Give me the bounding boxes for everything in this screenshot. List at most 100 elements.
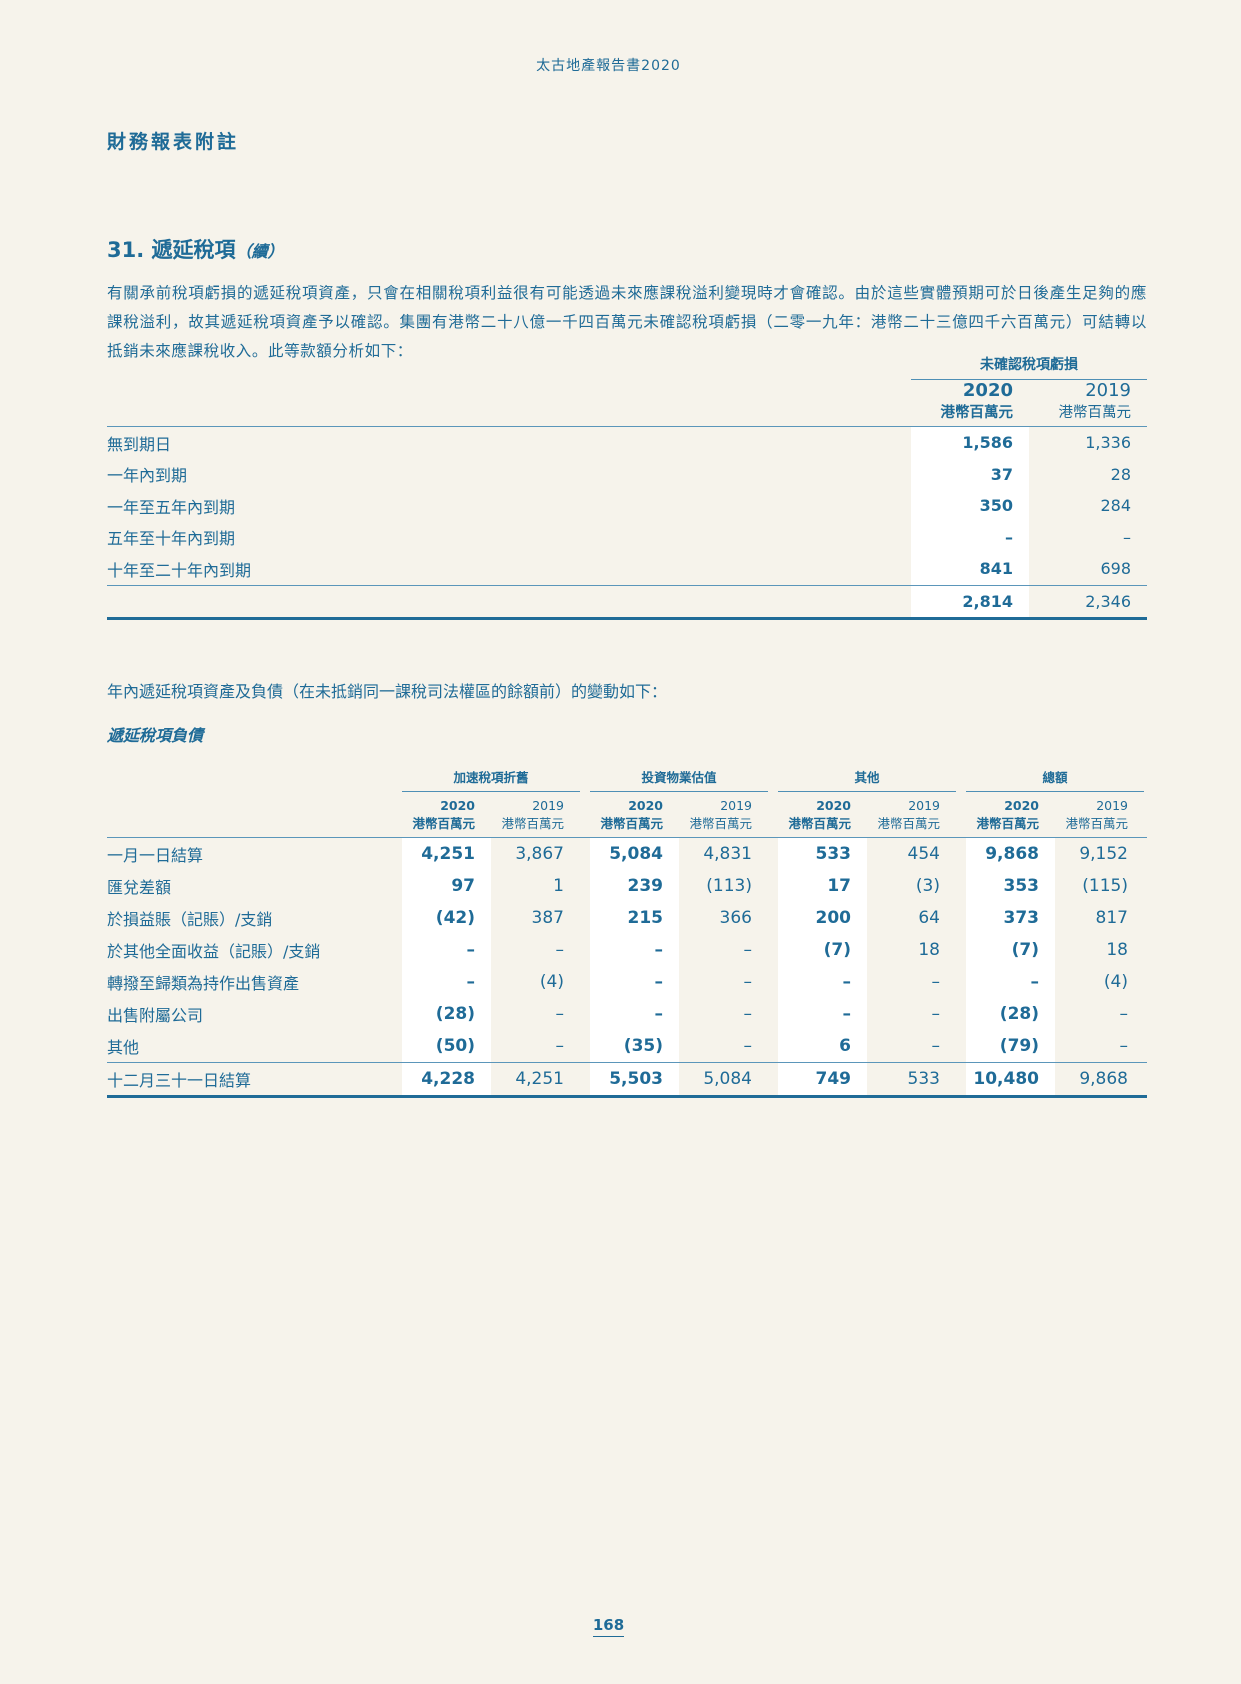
unrecognised-tax-losses-table: 未確認稅項虧損 2020 港幣百萬元 2019 港幣百萬元 無到期日 1,586 1,3… [107, 357, 1147, 620]
table1-header-2019: 2019 港幣百萬元 [1058, 380, 1132, 421]
value-cell: 366 [719, 908, 752, 928]
value-2020: 841 [911, 553, 1029, 585]
movement-intro: 年內遞延稅項資產及負債（在未抵銷同一課稅司法權區的餘額前）的變動如下： [107, 682, 668, 701]
year-header: 2019 港幣百萬元 [867, 797, 956, 833]
value-cell: 18 [918, 940, 940, 960]
row-label: 於其他全面收益（記賬）/支銷 [107, 942, 321, 961]
divider [107, 837, 1147, 838]
value-cell: 5,503 [590, 1063, 679, 1095]
value-2020: 350 [911, 490, 1029, 522]
page-number: 168 [0, 1616, 1217, 1637]
table-row: 十年至二十年內到期 841 698 [107, 553, 1147, 585]
value-cell: 97 [402, 870, 491, 902]
row-label: 一年至五年內到期 [107, 497, 236, 517]
value-cell: 533 [907, 1069, 940, 1089]
year: 2019 [532, 798, 564, 813]
unit: 港幣百萬元 [689, 816, 752, 831]
value-cell: 533 [778, 838, 867, 870]
value-cell: – [402, 966, 491, 998]
year: 2020 [816, 798, 851, 813]
table-row: 轉撥至歸類為持作出售資產 – (4) – – – – – (4) [107, 966, 1147, 998]
value-cell: – [778, 998, 867, 1030]
year: 2019 [908, 798, 940, 813]
row-label: 匯兌差額 [107, 878, 172, 897]
liabilities-title: 遞延稅項負債 [107, 726, 204, 745]
value-cell: – [555, 940, 565, 960]
value-cell: – [590, 966, 679, 998]
year-header: 2019 港幣百萬元 [491, 797, 580, 833]
value-cell: – [743, 972, 753, 992]
unit: 港幣百萬元 [412, 816, 475, 831]
unit: 港幣百萬元 [788, 816, 851, 831]
section-heading: 財務報表附註 [107, 131, 240, 153]
value-cell: – [931, 1036, 941, 1056]
value-cell: – [1119, 1004, 1129, 1024]
value-cell: 9,868 [966, 838, 1055, 870]
value-cell: – [966, 966, 1055, 998]
note-title-continued: （續） [235, 242, 284, 261]
running-head: 太古地產報告書2020 [536, 58, 681, 74]
value-cell: 353 [966, 870, 1055, 902]
total-row: 十二月三十一日結算 4,228 4,251 5,503 5,084 749 533 10,48… [107, 1063, 1147, 1095]
value-cell: – [590, 998, 679, 1030]
total-2020: 2,814 [911, 585, 1029, 617]
divider [107, 617, 1147, 620]
value-cell: (3) [915, 876, 940, 896]
unit: 港幣百萬元 [600, 816, 663, 831]
year: 2020 [440, 798, 475, 813]
value-cell: (115) [1082, 876, 1128, 896]
value-cell: (4) [1103, 972, 1128, 992]
value-cell: 239 [590, 870, 679, 902]
row-label: 於損益賬（記賬）/支銷 [107, 910, 273, 929]
value-cell: 373 [966, 902, 1055, 934]
group-header: 投資物業估值 [590, 767, 768, 792]
year: 2020 [1004, 798, 1039, 813]
value-cell: (50) [402, 1030, 491, 1062]
row-label: 一月一日結算 [107, 846, 204, 865]
row-label: 十二月三十一日結算 [107, 1071, 252, 1090]
value-cell: 3,867 [515, 844, 564, 864]
unit: 港幣百萬元 [501, 816, 564, 831]
value-cell: – [931, 1004, 941, 1024]
value-2019: 284 [1100, 496, 1131, 516]
table1-group-header: 未確認稅項虧損 [911, 354, 1147, 380]
year-header: 2020 港幣百萬元 [590, 797, 679, 833]
year-header: 2019 港幣百萬元 [679, 797, 768, 833]
year: 2020 [628, 798, 663, 813]
value-cell: 4,251 [515, 1069, 564, 1089]
value-cell: (7) [778, 934, 867, 966]
value-cell: 9,152 [1079, 844, 1128, 864]
value-cell: 5,084 [590, 838, 679, 870]
value-cell: 4,228 [402, 1063, 491, 1095]
value-cell: 4,831 [703, 844, 752, 864]
group-header: 加速稅項折舊 [402, 767, 580, 792]
value-cell: (113) [706, 876, 752, 896]
value-2019: 28 [1110, 464, 1131, 484]
value-2019: 698 [1100, 559, 1131, 579]
value-cell: (42) [402, 902, 491, 934]
table-row: 一月一日結算 4,251 3,867 5,084 4,831 533 454 9,868 9,1… [107, 838, 1147, 870]
value-cell: 5,084 [703, 1069, 752, 1089]
row-label: 十年至二十年內到期 [107, 560, 252, 580]
year-header: 2019 港幣百萬元 [1055, 797, 1144, 833]
value-cell: – [555, 1036, 565, 1056]
value-2019: – [1123, 527, 1131, 547]
year-header: 2020 港幣百萬元 [966, 797, 1055, 833]
value-cell: (7) [966, 934, 1055, 966]
total-row: 2,814 2,346 [107, 585, 1147, 617]
value-2020: – [911, 521, 1029, 553]
row-label: 五年至十年內到期 [107, 529, 236, 549]
row-label: 轉撥至歸類為持作出售資產 [107, 974, 300, 993]
table-row: 出售附屬公司 (28) – – – – – (28) – [107, 998, 1147, 1030]
divider [107, 426, 1147, 427]
group-header: 其他 [778, 767, 956, 792]
value-cell: – [402, 934, 491, 966]
divider [107, 1062, 1147, 1063]
note-paragraph: 有關承前稅項虧損的遞延稅項資產，只會在相關稅項利益很有可能透過未來應課稅溢利變現… [107, 284, 1147, 360]
value-cell: 387 [531, 908, 564, 928]
table-row: 五年至十年內到期 – – [107, 521, 1147, 553]
note-title-text: 31. 遞延稅項 [107, 238, 236, 262]
value-cell: 817 [1095, 908, 1128, 928]
group-header: 總額 [966, 767, 1144, 792]
year: 2019 [1096, 798, 1128, 813]
